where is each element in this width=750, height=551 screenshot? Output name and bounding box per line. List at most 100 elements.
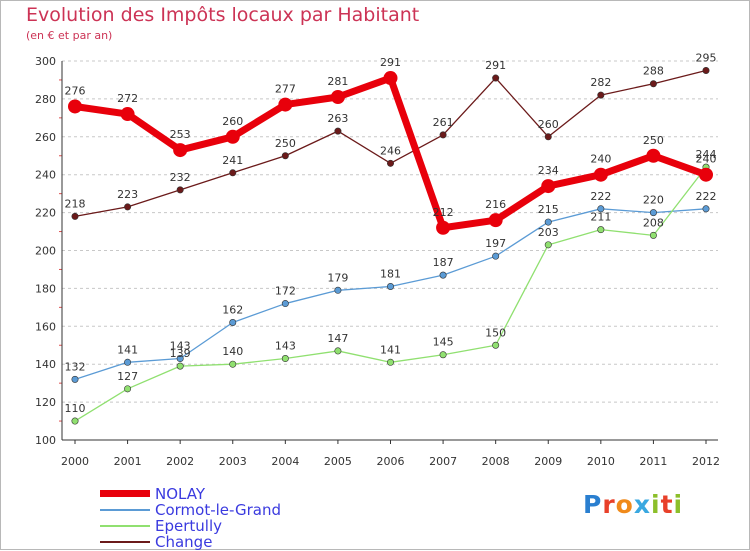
logo-letter: t [660,490,674,519]
point-cormot-le-grand-2001 [124,358,132,366]
y-tick-label-160: 160 [35,320,56,333]
data-label-nolay-2002: 253 [170,128,191,141]
point-cormot-le-grand-2007 [439,271,447,279]
point-nolay-2003 [225,129,240,144]
data-label-cormot-le-grand-2006: 181 [380,268,401,281]
legend-label-change: Change [155,533,213,551]
y-tick-label-100: 100 [35,434,56,447]
data-label-change-2004: 250 [275,137,296,150]
point-cormot-le-grand-2005 [334,286,342,294]
data-label-cormot-le-grand-2008: 197 [485,237,506,250]
data-label-change-2006: 246 [380,144,401,157]
x-tick-label-2001: 2001 [114,455,142,468]
data-label-epertully-2004: 143 [275,340,296,353]
point-change-2012 [702,66,710,74]
data-label-cormot-le-grand-2007: 187 [433,256,454,269]
point-epertully-2009 [544,241,552,249]
point-change-2005 [334,127,342,135]
legend-swatch-epertully [100,525,150,527]
legend-swatch-nolay [100,490,150,497]
data-label-epertully-2003: 140 [222,345,243,358]
x-tick-label-2003: 2003 [219,455,247,468]
logo-letter: P [583,490,603,519]
point-epertully-2008 [492,341,500,349]
data-label-nolay-2004: 277 [275,83,296,96]
x-tick-label-2004: 2004 [271,455,299,468]
data-label-cormot-le-grand-2003: 162 [222,304,243,317]
point-epertully-2004 [281,355,289,363]
proxiti-logo: Proxiti [583,490,683,519]
legend-label-nolay: NOLAY [155,485,205,503]
legend-item-epertully: Epertully [100,517,340,535]
legend: NOLAY Cormot-le-Grand Epertully Change [100,485,340,551]
data-label-nolay-2011: 250 [643,134,664,147]
y-tick-label-300: 300 [35,55,56,68]
data-label-change-2008: 291 [485,59,506,72]
y-tick-label-180: 180 [35,282,56,295]
data-label-change-2007: 261 [433,116,454,129]
point-cormot-le-grand-2004 [281,300,289,308]
x-tick-label-2002: 2002 [166,455,194,468]
data-label-change-2010: 282 [590,76,611,89]
point-cormot-le-grand-2012 [702,205,710,213]
data-label-cormot-le-grand-2002: 143 [170,340,191,353]
data-label-epertully-2000: 110 [65,402,86,415]
y-tick-label-140: 140 [35,358,56,371]
point-nolay-2008 [488,213,503,228]
series-line-epertully [74,166,707,422]
point-change-2001 [124,203,132,211]
legend-swatch-change [100,541,150,543]
point-epertully-2001 [124,385,132,393]
data-label-epertully-2012: 244 [696,148,717,161]
data-label-nolay-2003: 260 [222,115,243,128]
logo-letter: o [615,490,634,519]
point-cormot-le-grand-2000 [71,375,79,383]
point-cormot-le-grand-2010 [597,205,605,213]
point-change-2011 [649,80,657,88]
point-nolay-2006 [383,71,398,86]
data-label-epertully-2011: 208 [643,216,664,229]
data-label-epertully-2005: 147 [327,332,348,345]
point-change-2006 [386,159,394,167]
data-label-change-2011: 288 [643,65,664,78]
data-label-change-2002: 232 [170,171,191,184]
point-nolay-2007 [436,220,451,235]
data-label-change-2005: 263 [327,112,348,125]
legend-item-cormot-le-grand: Cormot-le-Grand [100,501,340,519]
point-change-2009 [544,133,552,141]
data-label-cormot-le-grand-2004: 172 [275,285,296,298]
data-label-nolay-2009: 234 [538,164,559,177]
point-change-2007 [439,131,447,139]
data-label-cormot-le-grand-2000: 132 [65,360,86,373]
point-nolay-2001 [120,107,135,122]
x-tick-label-2011: 2011 [639,455,667,468]
data-label-epertully-2009: 203 [538,226,559,239]
data-label-cormot-le-grand-2009: 215 [538,203,559,216]
point-nolay-2002 [173,143,188,158]
data-label-change-2009: 260 [538,118,559,131]
point-cormot-le-grand-2002 [176,355,184,363]
chart-title: Evolution des Impôts locaux par Habitant [26,4,420,26]
point-nolay-2009 [541,179,556,194]
legend-item-nolay: NOLAY [100,485,340,503]
data-label-nolay-2000: 276 [65,84,86,97]
x-tick-label-2007: 2007 [429,455,457,468]
data-label-cormot-le-grand-2012: 222 [696,190,717,203]
x-tick-label-2010: 2010 [587,455,615,468]
point-cormot-le-grand-2011 [649,209,657,217]
point-change-2008 [492,74,500,82]
point-cormot-le-grand-2003 [229,319,237,327]
point-cormot-le-grand-2008 [492,252,500,260]
point-change-2003 [229,169,237,177]
chart-subtitle: (en € et par an) [26,29,113,42]
data-label-epertully-2006: 141 [380,343,401,356]
x-tick-label-2005: 2005 [324,455,352,468]
point-epertully-2003 [229,360,237,368]
data-label-cormot-le-grand-2010: 222 [590,190,611,203]
legend-label-cormot-le-grand: Cormot-le-Grand [155,501,282,519]
point-change-2010 [597,91,605,99]
data-label-nolay-2010: 240 [590,153,611,166]
x-tick-label-2006: 2006 [377,455,405,468]
point-nolay-2011 [646,148,661,163]
